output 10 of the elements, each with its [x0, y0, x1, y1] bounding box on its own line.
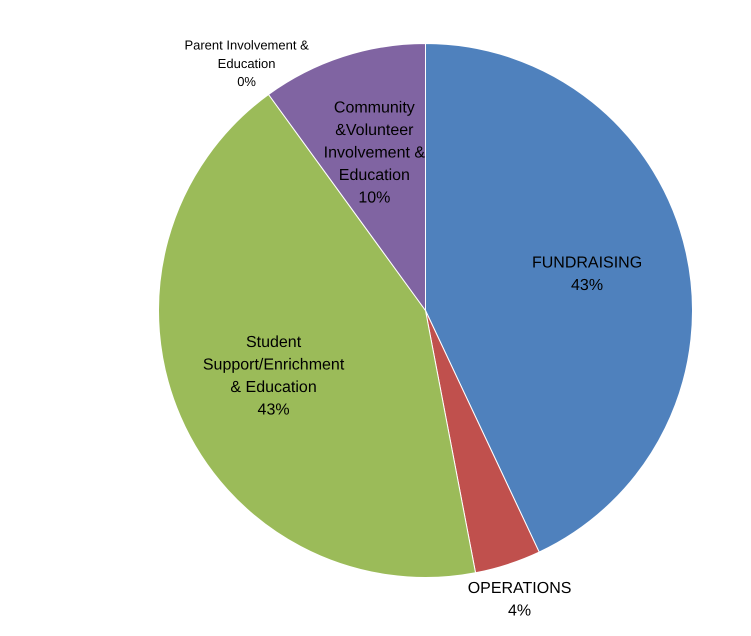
slice-label: Community &Volunteer Involvement & Education: [324, 100, 426, 184]
category-label: Parent Involvement & Education: [184, 38, 309, 71]
data-label: 10%: [358, 189, 390, 206]
data-label: 43%: [258, 401, 290, 418]
slice-label: OPERATIONS: [468, 580, 572, 598]
data-label: 43%: [571, 276, 604, 294]
text: 0%: [237, 74, 256, 90]
slice-label: Student Support/Enrichment & Education: [202, 334, 345, 396]
slice-label: FUNDRAISING: [532, 254, 642, 272]
data-label: 4%: [508, 602, 532, 620]
